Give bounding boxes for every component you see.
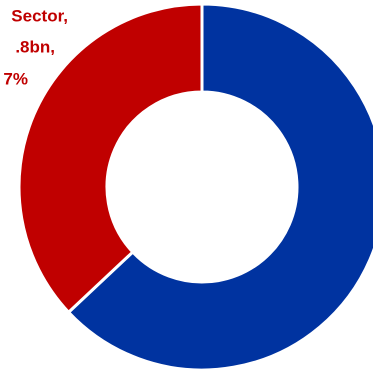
slice-label: .8bn, <box>15 37 55 56</box>
slice-label: 7% <box>3 69 28 88</box>
donut-slice <box>66 2 373 372</box>
slice-label: Sector, <box>11 6 68 25</box>
donut-slice <box>17 2 204 315</box>
